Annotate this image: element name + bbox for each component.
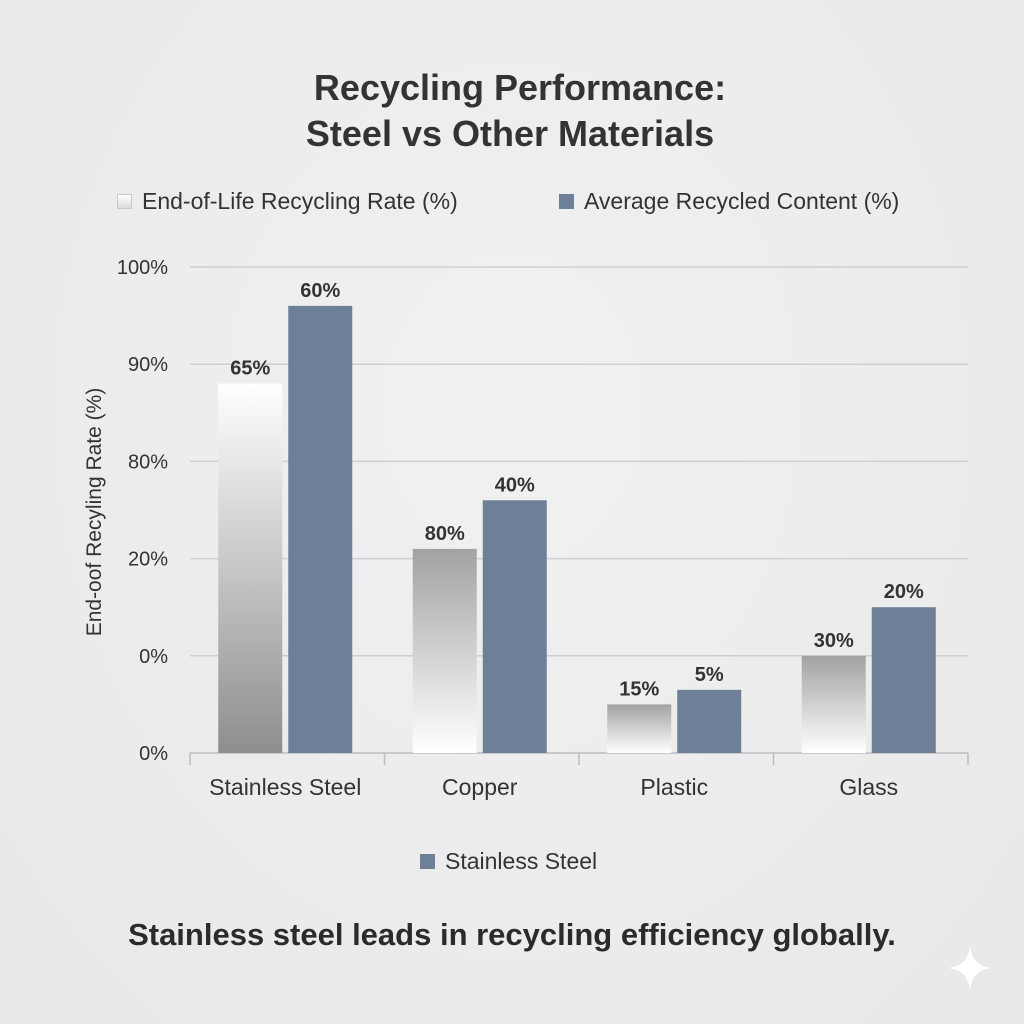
bar-data-label: 40%	[495, 474, 535, 496]
legend-label-recycled-content: Average Recycled Content (%)	[584, 188, 900, 214]
y-tick-label: 80%	[128, 451, 168, 473]
bar-eol-rate	[412, 548, 477, 753]
bar-data-label: 80%	[425, 523, 465, 545]
bar-eol-rate	[218, 383, 283, 753]
chart-title-line1: Recycling Performance:	[313, 67, 727, 108]
bar-recycled-content	[677, 689, 742, 753]
chart-title-line2: Steel vs Other Materials	[305, 113, 715, 154]
footer-caption: Stainless steel leads in recycling effic…	[128, 917, 896, 952]
y-tick-label: 90%	[128, 354, 168, 376]
bar-data-label: 30%	[814, 630, 854, 652]
bottom-legend-label: Stainless Steel	[445, 848, 598, 874]
x-category-label: Stainless Steel	[209, 774, 361, 800]
bar-data-label: 20%	[884, 581, 924, 603]
y-tick-label: 100%	[117, 257, 168, 279]
x-category-label: Copper	[442, 774, 518, 800]
legend-item-eol-rate: End-of-Life Recycling Rate (%)	[117, 188, 458, 215]
bottom-legend-swatch	[420, 854, 435, 869]
legend-label-eol-rate: End-of-Life Recycling Rate (%)	[142, 188, 458, 214]
x-category-label: Plastic	[640, 774, 708, 800]
x-category-label: Glass	[839, 774, 898, 800]
bar-eol-rate	[801, 655, 866, 753]
bar-eol-rate	[607, 704, 672, 753]
bar-recycled-content	[288, 305, 353, 753]
bar-recycled-content	[482, 500, 547, 753]
y-tick-label: 0%	[139, 646, 168, 668]
bar-recycled-content	[871, 607, 936, 753]
legend-swatch-recycled-content	[559, 194, 574, 209]
y-tick-label: 20%	[128, 549, 168, 571]
legend-swatch-eol-rate	[117, 194, 132, 209]
y-axis-label: End-oof Recyling Rate (%)	[83, 388, 106, 637]
y-tick-label: 0%	[139, 743, 168, 765]
bar-data-label: 60%	[300, 280, 340, 302]
bottom-legend-item: Stainless Steel	[420, 848, 597, 875]
sparkle-icon	[948, 946, 992, 990]
bar-data-label: 5%	[695, 664, 724, 686]
bar-data-label: 65%	[230, 358, 270, 380]
legend-item-recycled-content: Average Recycled Content (%)	[559, 188, 899, 215]
bar-data-label: 15%	[619, 678, 659, 700]
